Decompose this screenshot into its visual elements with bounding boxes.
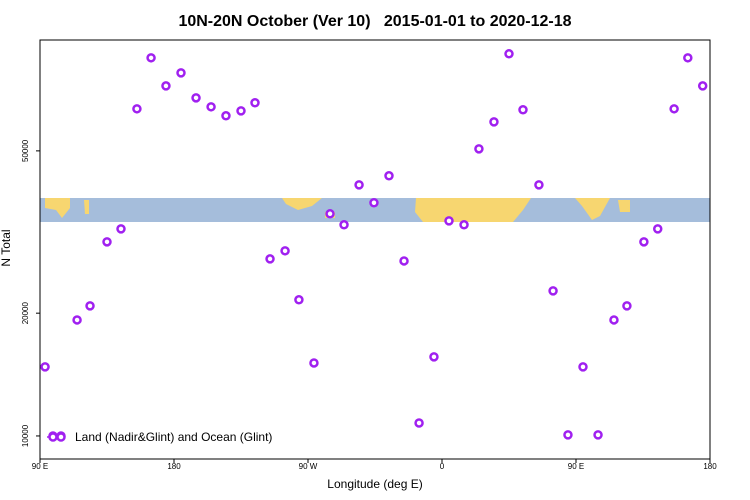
point	[146, 53, 156, 63]
point	[369, 198, 379, 208]
point	[250, 97, 260, 108]
point	[161, 81, 171, 91]
x-tick-label: 90 E	[568, 462, 584, 471]
y-tick-label: 50000	[21, 139, 30, 162]
point	[399, 256, 409, 266]
point	[132, 104, 142, 114]
point	[354, 180, 364, 190]
point	[384, 171, 394, 181]
point	[489, 117, 499, 127]
point	[697, 81, 708, 91]
point	[191, 93, 201, 103]
point	[309, 358, 319, 368]
y-axis-label: N Total	[0, 229, 13, 266]
point	[280, 246, 290, 256]
point	[534, 180, 544, 190]
chart-title: 10N-20N October (Ver 10) 2015-01-01 to 2…	[178, 13, 571, 30]
point	[176, 68, 186, 78]
point	[72, 315, 82, 325]
point	[593, 430, 603, 440]
point	[622, 301, 632, 311]
point	[444, 216, 454, 226]
plot-frame	[39, 39, 711, 460]
point	[325, 209, 335, 219]
point	[518, 105, 528, 115]
point	[221, 111, 231, 121]
x-tick-label: 180	[167, 462, 181, 471]
point	[639, 237, 649, 247]
legend-label: Land (Nadir&Glint) and Ocean (Glint)	[75, 430, 272, 444]
legend-marker	[56, 432, 66, 442]
point	[474, 144, 484, 154]
x-tick-label: 90 W	[299, 462, 318, 471]
x-axis-label: Longitude (deg E)	[327, 477, 422, 491]
point	[206, 102, 216, 112]
point	[578, 362, 588, 372]
x-tick-label: 180	[703, 462, 717, 471]
x-tick-label: 90 E	[32, 462, 48, 471]
y-tick-label: 10000	[21, 424, 30, 447]
point	[294, 295, 304, 305]
point	[548, 286, 558, 296]
point	[429, 352, 439, 362]
point	[102, 237, 112, 247]
point	[609, 315, 619, 325]
point	[40, 362, 50, 372]
legend-marker	[48, 432, 58, 442]
point	[504, 49, 514, 59]
point	[652, 224, 663, 234]
point	[459, 220, 469, 230]
point	[683, 53, 693, 63]
point	[339, 220, 349, 230]
y-tick-label: 20000	[21, 302, 30, 325]
point	[669, 104, 679, 114]
point	[236, 106, 246, 116]
x-tick-label: 0	[440, 462, 445, 471]
point	[85, 301, 95, 311]
point	[116, 224, 126, 234]
point	[265, 254, 275, 264]
point	[563, 430, 573, 440]
point	[414, 418, 424, 428]
